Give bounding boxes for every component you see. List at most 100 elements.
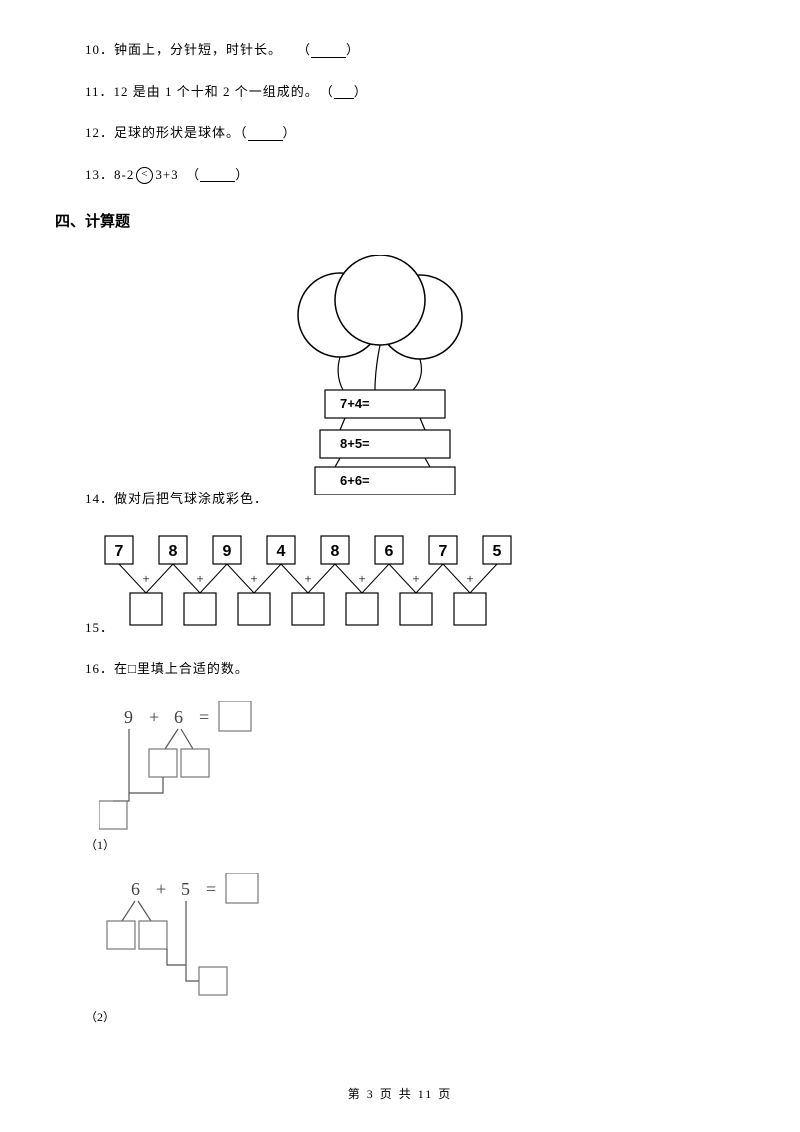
q14-text: ．做对后把气球涂成彩色． xyxy=(100,491,268,506)
eq1-text: 7+4= xyxy=(340,396,370,411)
split-line-icon xyxy=(181,729,193,749)
chain-line-icon xyxy=(200,564,227,593)
q12-num: 12 xyxy=(85,125,100,140)
q10-text: ．钟面上，分针短，时针长。 （ xyxy=(100,42,311,57)
q13-suffix: 3+3 （ xyxy=(155,167,200,182)
chain-answer-box[interactable] xyxy=(184,593,216,625)
question-10: 10．钟面上，分针短，时针长。 （ ） xyxy=(85,40,715,60)
chain-line-icon xyxy=(308,564,335,593)
chain-plus: + xyxy=(304,571,311,586)
chain-top-num: 6 xyxy=(385,543,394,560)
chain-answer-box[interactable] xyxy=(454,593,486,625)
q13-prefix: ．8-2 xyxy=(100,167,134,182)
balloons-figure: 7+4= 8+5= 6+6= xyxy=(265,255,485,495)
question-16: 16．在□里填上合适的数。 xyxy=(85,659,715,679)
chain-plus: + xyxy=(412,571,419,586)
chain-line-icon xyxy=(146,564,173,593)
blank-field[interactable] xyxy=(334,86,354,99)
break-figure-1: 9 + 6 = （1） xyxy=(99,701,715,853)
q11-num: 11 xyxy=(85,84,100,99)
q16-text: ．在□里填上合适的数。 xyxy=(100,661,249,676)
footer-suffix: 页 xyxy=(433,1087,452,1101)
result-box[interactable] xyxy=(199,967,227,995)
question-13: 13．8-2<3+3 （ ） xyxy=(85,165,715,185)
chain-answer-box[interactable] xyxy=(238,593,270,625)
chain-line-icon xyxy=(470,564,497,593)
result-box[interactable] xyxy=(99,801,127,829)
paren-close: ） xyxy=(354,84,368,99)
q14-num: 14 xyxy=(85,491,100,506)
question-12: 12．足球的形状是球体。（ ） xyxy=(85,123,715,143)
answer-box[interactable] xyxy=(219,701,251,731)
q15-text: ． xyxy=(100,620,114,635)
b1-op: + xyxy=(149,707,159,727)
balloon-center-icon xyxy=(335,255,425,345)
split-box[interactable] xyxy=(107,921,135,949)
chain-line-icon xyxy=(254,564,281,593)
eq2-text: 8+5= xyxy=(340,436,370,451)
string-icon xyxy=(413,359,421,390)
question-11: 11．12 是由 1 个十和 2 个一组成的。 （ ） xyxy=(85,82,715,102)
split-line-icon xyxy=(165,729,178,749)
q13-num: 13 xyxy=(85,167,100,182)
footer-total: 11 xyxy=(418,1087,434,1101)
connector-icon xyxy=(129,777,163,793)
b1-right: 6 xyxy=(174,707,183,727)
chain-top-num: 8 xyxy=(331,543,340,560)
chain-top-num: 7 xyxy=(115,543,124,560)
string-icon xyxy=(425,458,430,467)
paren-close: ） xyxy=(346,42,360,57)
split-box[interactable] xyxy=(181,749,209,777)
split-box[interactable] xyxy=(149,749,177,777)
chain-plus: + xyxy=(142,571,149,586)
b2-op: + xyxy=(156,879,166,899)
answer-box[interactable] xyxy=(226,873,258,903)
b2-left: 6 xyxy=(131,879,140,899)
string-icon xyxy=(375,345,380,390)
section-title: 四、计算题 xyxy=(55,210,715,231)
footer-mid: 页 共 xyxy=(375,1087,418,1101)
chain-plus: + xyxy=(250,571,257,586)
blank-field[interactable] xyxy=(248,128,283,141)
string-icon xyxy=(340,418,345,430)
b2-right: 5 xyxy=(181,879,190,899)
chain-top-num: 5 xyxy=(493,543,502,560)
compare-circle: < xyxy=(136,167,153,184)
q12-text: ．足球的形状是球体。（ xyxy=(100,125,248,140)
chain-top-num: 4 xyxy=(277,543,286,560)
q16-num: 16 xyxy=(85,661,100,676)
split-box[interactable] xyxy=(139,921,167,949)
chain-answer-box[interactable] xyxy=(130,593,162,625)
connector-icon xyxy=(113,729,129,801)
footer-page: 3 xyxy=(367,1087,375,1101)
string-icon xyxy=(338,357,343,390)
footer-prefix: 第 xyxy=(348,1087,367,1101)
chain-answer-box[interactable] xyxy=(292,593,324,625)
chain-plus: + xyxy=(196,571,203,586)
connector-icon xyxy=(186,965,199,981)
string-icon xyxy=(420,418,425,430)
chain-line-icon xyxy=(416,564,443,593)
connector-icon xyxy=(167,901,186,965)
chain-top-num: 7 xyxy=(439,543,448,560)
chain-answer-box[interactable] xyxy=(400,593,432,625)
chain-plus: + xyxy=(358,571,365,586)
paren-close: ） xyxy=(235,167,249,182)
eq3-text: 6+6= xyxy=(340,473,370,488)
split-line-icon xyxy=(138,901,151,921)
paren-close: ） xyxy=(283,125,297,140)
b1-eq: = xyxy=(199,707,209,727)
b2-eq: = xyxy=(206,879,216,899)
blank-field[interactable] xyxy=(311,45,346,58)
page-footer: 第 3 页 共 11 页 xyxy=(0,1085,800,1102)
split-line-icon xyxy=(122,901,135,921)
blank-field[interactable] xyxy=(200,169,235,182)
q11-text: ．12 是由 1 个十和 2 个一组成的。 （ xyxy=(100,84,334,99)
eq-box-3[interactable] xyxy=(315,467,455,495)
chain-top-num: 8 xyxy=(169,543,178,560)
break-figure-2: 6 + 5 = （2） xyxy=(99,873,715,1025)
q15-num: 15 xyxy=(85,620,100,635)
chain-line-icon xyxy=(362,564,389,593)
chain-answer-box[interactable] xyxy=(346,593,378,625)
q10-num: 10 xyxy=(85,42,100,57)
